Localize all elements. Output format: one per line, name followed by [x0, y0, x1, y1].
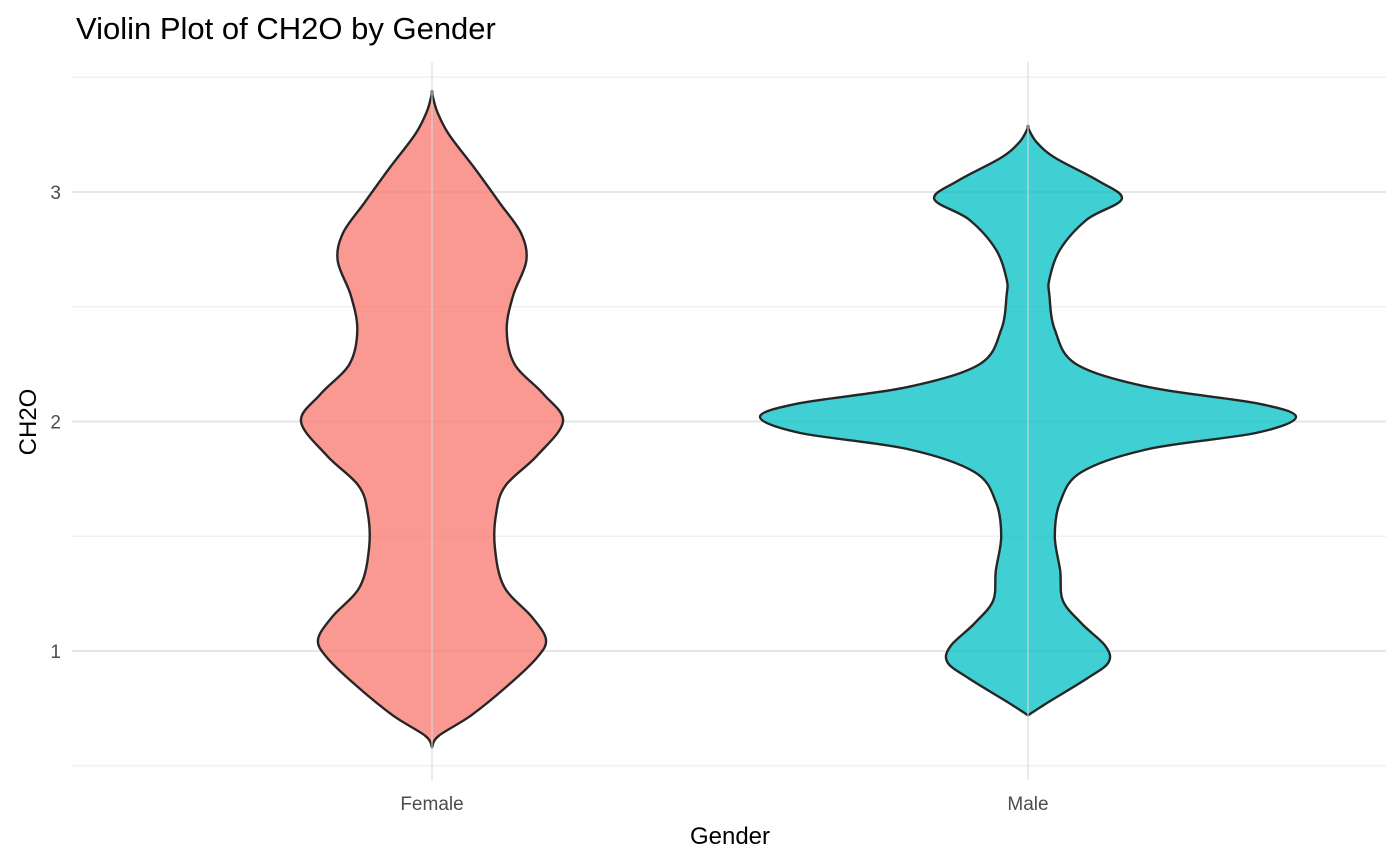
x-tick-label: Female — [400, 794, 463, 815]
x-tick-label: Male — [1007, 794, 1048, 815]
x-tick-labels: Female Male — [400, 794, 1048, 815]
y-axis-title: CH2O — [15, 389, 42, 456]
violins — [299, 62, 1298, 780]
y-tick-label: 1 — [50, 642, 61, 663]
y-tick-labels: 1 2 3 — [50, 183, 61, 663]
chart-title: Violin Plot of CH2O by Gender — [76, 11, 496, 46]
y-tick-label: 3 — [50, 183, 61, 204]
y-tick-label: 2 — [50, 413, 61, 434]
x-axis-title: Gender — [690, 823, 770, 850]
grid-lines — [72, 76, 1386, 767]
